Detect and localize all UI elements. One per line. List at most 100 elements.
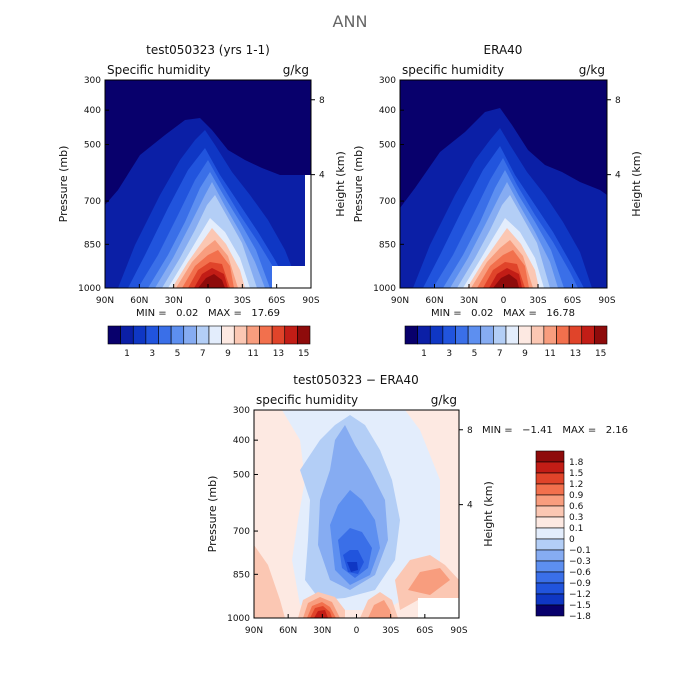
colorbar-swatch	[535, 472, 565, 485]
y2-tick-label: 4	[319, 171, 325, 181]
colorbar-label: 13	[273, 349, 284, 359]
colorbar-swatch	[581, 325, 595, 345]
panel-model-units: g/kg	[283, 63, 309, 77]
colorbar-label: −1.2	[569, 590, 591, 600]
y-tick-label: 500	[84, 140, 101, 150]
panel-obs-minmax: MIN = 0.02 MAX = 16.78	[431, 308, 575, 319]
main-title: ANN	[333, 12, 368, 31]
colorbar-swatch	[493, 325, 507, 345]
y2-tick-label: 8	[319, 96, 325, 106]
panel-diff-title: test050323 − ERA40	[293, 373, 418, 387]
panel-obs-title: ERA40	[484, 43, 523, 57]
colorbar-label: −0.1	[569, 546, 591, 556]
y-tick-label: 400	[84, 106, 101, 116]
colorbar-swatch	[535, 549, 565, 562]
colorbar-label: 0.6	[569, 502, 584, 512]
panel-obs-y2label: Height (km)	[630, 151, 643, 217]
panel-diff: test050323 − ERA40 specific humidity g/k…	[206, 373, 628, 636]
colorbar-swatch	[183, 325, 197, 345]
colorbar-swatch	[145, 325, 159, 345]
colorbar-swatch	[480, 325, 494, 345]
x-tick-label: 30S	[382, 626, 399, 636]
panel-model-field	[105, 80, 311, 288]
colorbar-swatch	[442, 325, 456, 345]
x-tick-label: 60S	[268, 296, 285, 306]
colorbar-swatch	[535, 494, 565, 507]
colorbar-label: −1.8	[569, 612, 591, 622]
y-tick-label: 700	[379, 197, 396, 207]
colorbar-swatch	[297, 325, 311, 345]
y-tick-label: 850	[84, 240, 101, 250]
y-tick-label: 500	[379, 140, 396, 150]
panel-obs-colorbar: 1 3 5 7 9 11 13 15	[404, 325, 608, 359]
colorbar-swatch	[535, 604, 565, 617]
colorbar-label: 3	[149, 349, 155, 359]
colorbar-swatch	[271, 325, 286, 345]
x-tick-label: 90N	[245, 626, 263, 636]
colorbar-label: 15	[298, 349, 309, 359]
colorbar-swatch	[158, 325, 172, 345]
colorbar-swatch	[535, 571, 565, 584]
colorbar-swatch	[535, 461, 565, 474]
colorbar-swatch	[120, 325, 134, 345]
colorbar-swatch	[535, 538, 565, 551]
colorbar-swatch	[543, 325, 557, 345]
x-tick-label: 90N	[96, 296, 114, 306]
colorbar-label: 1.2	[569, 480, 583, 490]
x-tick-label: 60S	[564, 296, 581, 306]
colorbar-swatch	[535, 527, 565, 540]
panel-model: test050323 (yrs 1-1) Specific humidity g…	[57, 43, 347, 359]
colorbar-swatch	[535, 483, 565, 496]
x-tick-label: 60S	[416, 626, 433, 636]
panel-diff-field	[254, 410, 459, 618]
panel-diff-units: g/kg	[431, 393, 457, 407]
colorbar-swatch	[132, 325, 147, 345]
y-tick-label: 700	[84, 197, 101, 207]
x-tick-label: 90S	[450, 626, 467, 636]
colorbar-swatch	[535, 593, 565, 606]
colorbar-label: 0.9	[569, 491, 584, 501]
x-tick-label: 60N	[130, 296, 148, 306]
x-tick-label: 60N	[425, 296, 443, 306]
x-tick-label: 30S	[529, 296, 546, 306]
x-tick-label: 0	[354, 626, 360, 636]
panel-diff-variable: specific humidity	[256, 393, 358, 407]
colorbar-label: 5	[175, 349, 181, 359]
panel-model-y2label: Height (km)	[334, 151, 347, 217]
x-tick-label: 30S	[234, 296, 251, 306]
colorbar-swatch	[568, 325, 583, 345]
colorbar-label: 15	[595, 349, 606, 359]
colorbar-swatch	[221, 325, 235, 345]
y-tick-label: 1000	[227, 614, 250, 624]
y-tick-label: 400	[379, 106, 396, 116]
colorbar-label: −0.9	[569, 579, 591, 589]
colorbar-label: 11	[247, 349, 258, 359]
colorbar-label: 11	[544, 349, 555, 359]
y-tick-label: 850	[379, 240, 396, 250]
panel-obs: ERA40 specific humidity g/kg 90N 60N 30N 0 3…	[352, 43, 643, 359]
colorbar-swatch	[535, 560, 565, 573]
panel-model-variable: Specific humidity	[107, 63, 211, 77]
y-tick-label: 300	[233, 406, 250, 416]
x-tick-label: 30N	[165, 296, 183, 306]
colorbar-swatch	[518, 325, 532, 345]
colorbar-swatch	[107, 325, 121, 345]
y-tick-label: 700	[233, 527, 250, 537]
colorbar-swatch	[455, 325, 469, 345]
x-tick-label: 0	[205, 296, 211, 306]
x-tick-label: 90N	[391, 296, 409, 306]
y2-tick-label: 8	[467, 426, 473, 436]
colorbar-label: 1	[421, 349, 427, 359]
colorbar-label: 13	[570, 349, 581, 359]
panel-diff-minmax: MIN = −1.41 MAX = 2.16	[482, 425, 628, 436]
colorbar-swatch	[429, 325, 444, 345]
colorbar-swatch	[505, 325, 519, 345]
panel-model-colorbar: 1 3 5 7 9 11 13 15	[107, 325, 311, 359]
x-tick-label: 0	[501, 296, 507, 306]
colorbar-swatch	[594, 325, 608, 345]
colorbar-label: 1.5	[569, 469, 583, 479]
colorbar-swatch	[556, 325, 570, 345]
y-tick-label: 400	[233, 436, 250, 446]
colorbar-swatch	[535, 505, 565, 518]
